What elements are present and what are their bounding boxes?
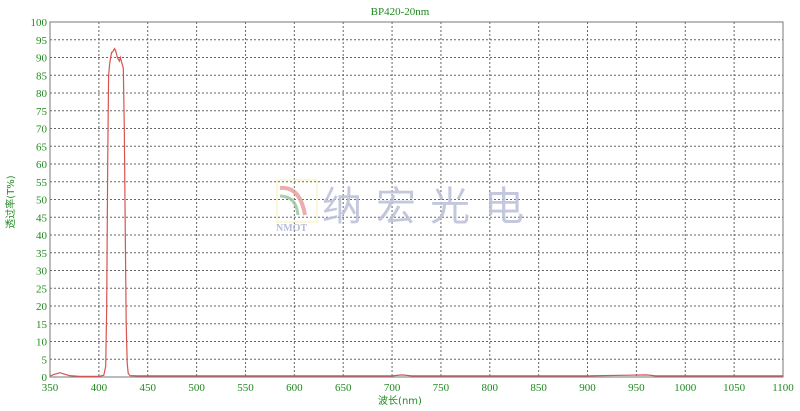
x-tick-label: 700: [384, 382, 401, 394]
x-tick-label: 450: [139, 382, 156, 394]
y-tick-label: 40: [36, 230, 48, 242]
x-tick-label: 750: [433, 382, 450, 394]
tick-labels: 350 400 450 500 550 600 650 700 750 800 850 900 950 1…: [31, 17, 795, 394]
watermark-logo-arc-red: [279, 185, 307, 216]
x-tick-label: 350: [42, 382, 59, 394]
watermark-logo-text: NMOT: [276, 223, 307, 234]
y-tick-label: 80: [36, 88, 48, 100]
x-tick-label: 400: [91, 382, 108, 394]
y-tick-label: 15: [36, 319, 48, 331]
plot-frame: [49, 21, 784, 378]
watermark-text: 纳宏光电: [322, 184, 538, 230]
y-tick-label: 50: [36, 195, 48, 207]
watermark: NMOT 纳宏光电: [276, 179, 538, 234]
x-tick-label: 1050: [723, 382, 746, 394]
x-tick-label: 950: [628, 382, 645, 394]
y-tick-label: 10: [36, 337, 48, 349]
y-tick-label: 35: [36, 248, 48, 260]
y-tick-label: 95: [36, 35, 48, 47]
y-tick-label: 85: [36, 70, 48, 82]
y-tick-label: 5: [42, 354, 48, 366]
y-tick-label: 0: [42, 372, 48, 384]
x-tick-label: 550: [237, 382, 254, 394]
y-tick-label: 55: [36, 177, 48, 189]
x-axis-label: 波长(nm): [378, 394, 422, 407]
x-tick-label: 650: [335, 382, 352, 394]
watermark-logo-frame: [276, 179, 318, 223]
y-tick-label: 25: [36, 283, 48, 295]
x-tick-label: 1100: [772, 382, 794, 394]
x-tick-label: 800: [482, 382, 499, 394]
x-tick-label: 900: [579, 382, 596, 394]
y-tick-label: 30: [36, 266, 48, 278]
y-tick-label: 75: [36, 106, 48, 118]
series-line: [49, 47, 783, 377]
x-tick-label: 600: [286, 382, 303, 394]
y-axis-label: 透过率(T%): [4, 175, 17, 229]
chart-title: BP420-20nm: [371, 6, 430, 18]
y-tick-label: 20: [36, 301, 48, 313]
y-tick-label: 70: [36, 124, 48, 136]
y-tick-label: 65: [36, 141, 48, 153]
grid: [50, 22, 783, 377]
y-tick-label: 60: [36, 159, 48, 171]
y-tick-label: 45: [36, 212, 48, 224]
x-tick-label: 1000: [674, 382, 697, 394]
x-tick-label: 850: [530, 382, 547, 394]
watermark-logo-arc-green: [279, 194, 300, 216]
y-tick-label: 90: [36, 53, 48, 65]
x-tick-label: 500: [188, 382, 205, 394]
y-tick-label: 100: [31, 17, 48, 29]
